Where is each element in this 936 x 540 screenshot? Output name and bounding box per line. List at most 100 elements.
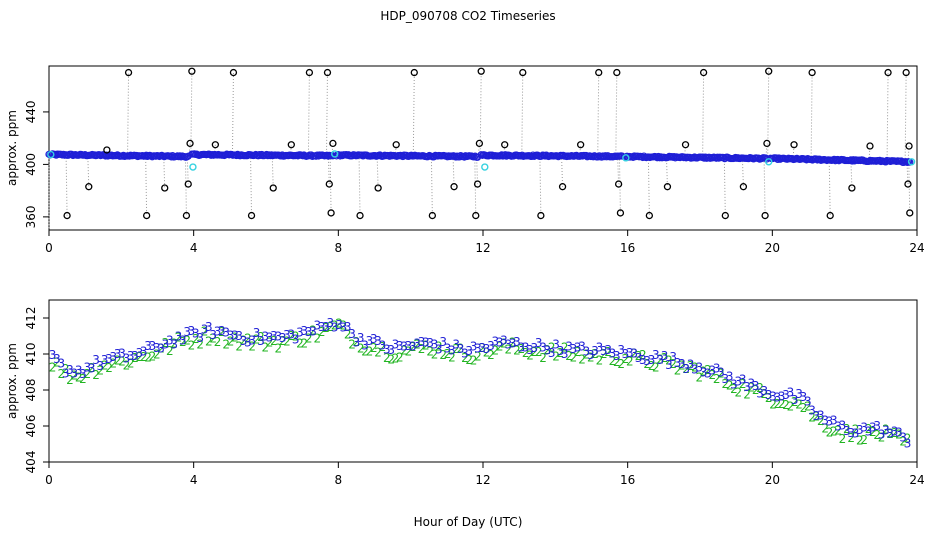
series-3-point: 3 xyxy=(426,336,434,350)
series-3-point: 3 xyxy=(535,336,543,350)
trace-line xyxy=(394,144,397,156)
series-3-point: 3 xyxy=(257,334,265,348)
series-3-point: 3 xyxy=(327,316,335,330)
trace-line xyxy=(684,144,687,158)
series-2-point: 2 xyxy=(678,358,686,372)
series-3-point: 3 xyxy=(283,328,291,342)
trace-line xyxy=(163,156,166,189)
series-2-point: 2 xyxy=(578,352,586,366)
series-3-point: 3 xyxy=(357,331,365,345)
series-2-point: 2 xyxy=(682,362,690,376)
series-3-point: 3 xyxy=(383,342,391,356)
series-2-point: 2 xyxy=(292,329,300,343)
series-3-point: 3 xyxy=(192,326,200,340)
series-2-point: 2 xyxy=(565,349,573,363)
series-3-point: 3 xyxy=(361,338,369,352)
trace-line xyxy=(307,72,310,156)
series-2-point: 2 xyxy=(279,334,287,348)
calibration-point xyxy=(329,139,337,148)
series-2-point: 2 xyxy=(730,382,738,396)
series-2-point: 2 xyxy=(244,332,252,346)
series-3-point: 3 xyxy=(244,335,252,349)
series-3-point: 3 xyxy=(817,408,825,422)
x-tick-label: 12 xyxy=(475,473,490,487)
trace-line xyxy=(647,156,650,216)
series-3-point: 3 xyxy=(231,329,239,343)
x-tick-label: 24 xyxy=(909,241,924,255)
calibration-point xyxy=(905,142,913,150)
series-3-point: 3 xyxy=(127,349,135,363)
series-3-point: 3 xyxy=(557,344,565,358)
series-2-point: 2 xyxy=(791,395,799,409)
calibration-point xyxy=(229,68,238,77)
series-3-point: 3 xyxy=(170,338,178,352)
calibration-point xyxy=(63,211,71,220)
x-tick-label: 20 xyxy=(765,473,780,487)
x-tick-label: 16 xyxy=(620,241,635,255)
series-3-point: 3 xyxy=(639,353,647,367)
trace-line xyxy=(430,156,433,216)
series-2-point: 2 xyxy=(53,355,61,369)
series-3-point: 3 xyxy=(105,352,113,366)
series-2-point: 2 xyxy=(101,359,109,373)
series-3-point: 3 xyxy=(344,320,352,334)
plot-frame xyxy=(48,299,918,463)
series-2-point: 2 xyxy=(201,324,209,338)
series-3-point: 3 xyxy=(648,353,656,367)
trace-line xyxy=(331,143,334,156)
trace-line xyxy=(479,71,482,156)
series-2-point: 2 xyxy=(478,341,486,355)
calibration-point xyxy=(247,211,256,220)
series-2-point: 2 xyxy=(301,336,309,350)
series-2-point: 2 xyxy=(127,357,135,371)
series-3-point: 3 xyxy=(587,348,595,362)
y-tick-label: 360 xyxy=(24,205,38,228)
trace-line xyxy=(412,72,415,156)
series-3-point: 3 xyxy=(379,339,387,353)
trace-line xyxy=(477,143,480,157)
calibration-point xyxy=(826,211,834,220)
trace-line xyxy=(741,158,744,187)
series-3-point: 3 xyxy=(387,343,395,357)
series-2-point: 2 xyxy=(136,350,144,364)
series-2-point: 2 xyxy=(613,355,621,369)
calibration-point xyxy=(884,68,892,77)
series-3-point: 3 xyxy=(235,329,243,343)
series-2-point: 2 xyxy=(509,336,517,350)
series-3-point: 3 xyxy=(735,374,743,388)
trace-line xyxy=(271,155,274,189)
series-2-point: 2 xyxy=(314,331,322,345)
series-3-point: 3 xyxy=(314,318,322,332)
series-3-point: 3 xyxy=(643,354,651,368)
series-3-point: 3 xyxy=(791,393,799,407)
cyan-point xyxy=(622,154,630,162)
trace-line xyxy=(87,155,90,187)
series-2-point: 2 xyxy=(49,360,57,374)
series-3-point: 3 xyxy=(287,327,295,341)
series-2-point: 2 xyxy=(144,351,152,365)
series-3-point: 3 xyxy=(144,339,152,353)
series-2-point: 2 xyxy=(57,367,65,381)
trace-line xyxy=(763,158,766,216)
calibration-point xyxy=(577,141,585,149)
trace-line xyxy=(767,71,770,157)
series-2-point: 2 xyxy=(413,338,421,352)
series-3-point: 3 xyxy=(743,380,751,394)
series-2-point: 2 xyxy=(383,351,391,365)
series-3-point: 3 xyxy=(413,336,421,350)
series-3-point: 3 xyxy=(370,332,378,346)
series-3-point: 3 xyxy=(57,356,65,370)
series-2-point: 2 xyxy=(483,345,491,359)
series-3-point: 3 xyxy=(656,353,664,367)
series-2-point: 2 xyxy=(774,397,782,411)
series-2-point: 2 xyxy=(283,334,291,348)
series-3-point: 3 xyxy=(695,361,703,375)
series-2-point: 2 xyxy=(183,333,191,347)
series-2-point: 2 xyxy=(500,336,508,350)
calibration-point xyxy=(410,68,418,77)
series-3-point: 3 xyxy=(691,363,699,377)
series-2-point: 2 xyxy=(622,352,630,366)
series-2-point: 2 xyxy=(439,348,447,362)
series-3-point: 3 xyxy=(396,339,404,353)
series-2-point: 2 xyxy=(318,325,326,339)
